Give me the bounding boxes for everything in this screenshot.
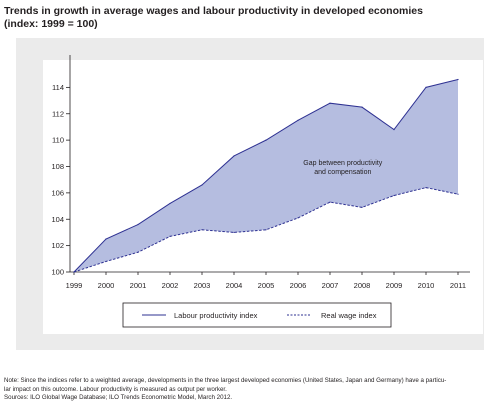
chart-title: Trends in growth in average wages and la… bbox=[4, 5, 423, 31]
chart-root: 100 102 104 106 108 110 112 114 1999 2000 2001 2002… bbox=[51, 55, 470, 290]
y-tick-label-114: 114 bbox=[52, 83, 64, 92]
x-tick-label-2008: 2008 bbox=[354, 281, 371, 290]
point-real-wage-2003 bbox=[201, 229, 203, 231]
x-tick-label-2006: 2006 bbox=[290, 281, 307, 290]
point-productivity-2007 bbox=[329, 102, 331, 104]
point-real-wage-2006 bbox=[297, 217, 299, 219]
y-tick-label-108: 108 bbox=[51, 162, 64, 171]
point-productivity-2011 bbox=[457, 78, 459, 81]
point-productivity-2008 bbox=[361, 106, 363, 108]
x-tick-label-2002: 2002 bbox=[162, 281, 179, 290]
legend-label-productivity: Labour productivity index bbox=[174, 311, 258, 320]
point-real-wage-1999 bbox=[73, 271, 75, 273]
point-productivity-2010 bbox=[425, 86, 427, 88]
x-tick-label-2011: 2011 bbox=[450, 281, 466, 290]
point-real-wage-2009 bbox=[393, 194, 395, 197]
point-real-wage-2007 bbox=[329, 201, 331, 203]
x-tick-label-2005: 2005 bbox=[258, 281, 275, 290]
point-productivity-2003 bbox=[201, 184, 203, 186]
y-tick-label-102: 102 bbox=[51, 241, 64, 250]
x-tick-label-2001: 2001 bbox=[130, 281, 147, 290]
point-real-wage-2001 bbox=[137, 251, 139, 253]
point-productivity-2001 bbox=[137, 223, 139, 226]
x-tick-label-2004: 2004 bbox=[226, 281, 243, 290]
x-tick-label-2010: 2010 bbox=[418, 281, 435, 290]
point-productivity-2006 bbox=[297, 119, 299, 121]
note-line-2: lar impact on this outcome. Labour produ… bbox=[4, 385, 227, 393]
point-real-wage-2011 bbox=[457, 193, 459, 195]
legend: Labour productivity index Real wage inde… bbox=[122, 302, 392, 328]
point-real-wage-2004 bbox=[233, 231, 235, 234]
point-productivity-2000 bbox=[105, 238, 107, 240]
y-tick-label-110: 110 bbox=[52, 136, 64, 145]
chart-title-line1: Trends in growth in average wages and la… bbox=[4, 5, 423, 17]
y-tick-label-100: 100 bbox=[51, 268, 64, 277]
legend-box bbox=[122, 302, 392, 328]
annotation-gap-line-2: and compensation bbox=[314, 169, 371, 176]
y-tick-label-112: 112 bbox=[52, 109, 64, 118]
point-productivity-2002 bbox=[169, 202, 171, 205]
y-tick-label-106: 106 bbox=[51, 188, 64, 197]
legend-label-real-wage: Real wage index bbox=[321, 311, 377, 320]
x-tick-label-2009: 2009 bbox=[386, 281, 403, 290]
point-real-wage-2010 bbox=[425, 187, 427, 189]
point-real-wage-2005 bbox=[265, 229, 267, 231]
notes: Note: Since the indices refer to a weigh… bbox=[4, 377, 496, 403]
point-productivity-2005 bbox=[265, 139, 267, 141]
annotation-gap-line-1: Gap between productivity bbox=[303, 160, 382, 167]
point-real-wage-2008 bbox=[361, 206, 363, 208]
point-real-wage-2002 bbox=[169, 235, 171, 237]
x-tick-label-2000: 2000 bbox=[98, 281, 115, 290]
x-tick-label-2003: 2003 bbox=[194, 281, 211, 290]
gap-area bbox=[74, 79, 458, 273]
note-line-1: Note: Since the indices refer to a weigh… bbox=[4, 377, 447, 384]
y-tick-label-104: 104 bbox=[51, 215, 64, 224]
sources-line: Sources: ILO Global Wage Database; ILO T… bbox=[4, 394, 233, 402]
point-productivity-2004 bbox=[233, 155, 235, 157]
chart-title-line2: (index: 1999 = 100) bbox=[4, 18, 98, 30]
x-tick-label-2007: 2007 bbox=[322, 281, 339, 290]
x-tick-label-1999: 1999 bbox=[66, 281, 83, 290]
point-real-wage-2000 bbox=[105, 260, 107, 263]
point-productivity-2009 bbox=[393, 128, 395, 131]
